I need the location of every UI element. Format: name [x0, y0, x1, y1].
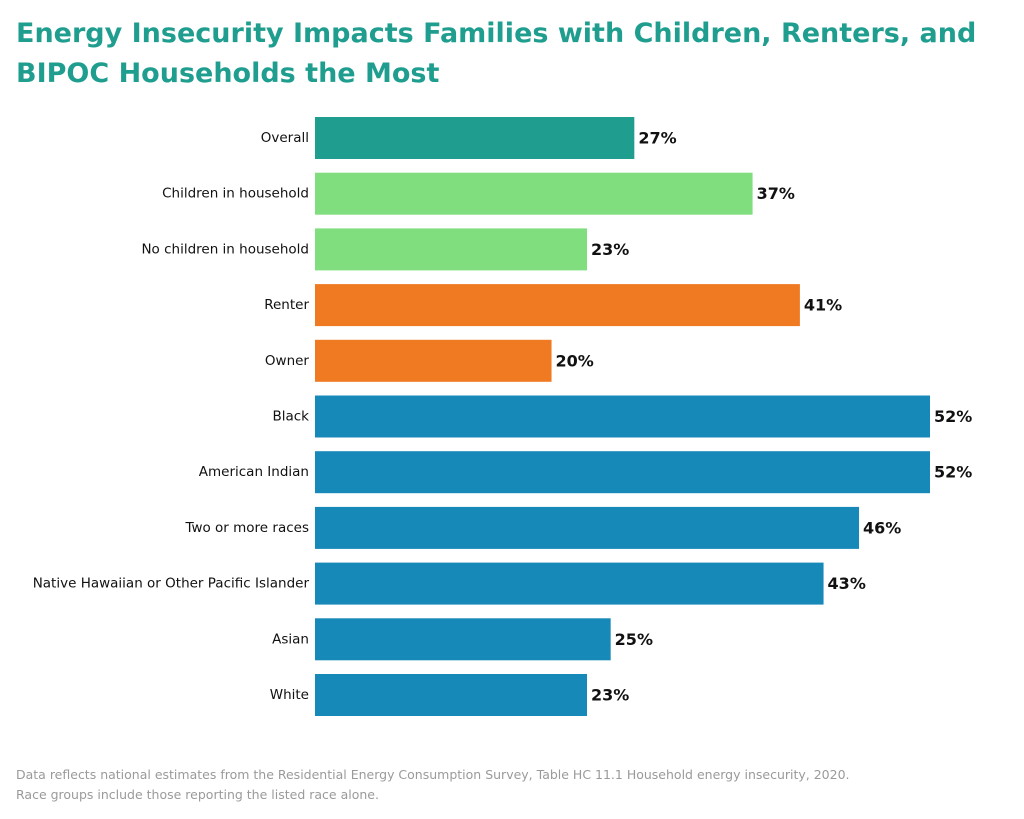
chart-title: Energy Insecurity Impacts Families with … [16, 18, 977, 89]
category-labels: Overall Children in household No children … [33, 130, 310, 703]
value-label-black: 52% [934, 407, 972, 426]
category-label-american-indian: American Indian [199, 464, 309, 480]
category-label-white: White [270, 687, 309, 703]
bar-white [315, 674, 588, 716]
bar-overall [315, 117, 635, 159]
category-label-owner: Owner [265, 353, 310, 369]
bar-children-in-household [315, 172, 753, 215]
bar-american-indian [315, 451, 930, 494]
bar-owner [315, 339, 552, 382]
bar-no-children-in-household [315, 228, 588, 271]
category-label-children-in-household: Children in household [162, 186, 309, 202]
value-label-white: 23% [591, 686, 629, 705]
category-label-asian: Asian [272, 631, 309, 647]
category-label-overall: Overall [261, 130, 309, 146]
category-label-renter: Renter [264, 297, 309, 313]
bar-two-or-more-races [315, 506, 860, 549]
bar-asian [315, 618, 611, 661]
category-label-two-or-more-races: Two or more races [184, 520, 309, 536]
value-label-owner: 20% [556, 351, 594, 370]
value-label-native-hawaiian-or-other-pacific-islander: 43% [828, 574, 866, 593]
category-label-no-children-in-household: No children in household [141, 241, 309, 257]
category-label-native-hawaiian-or-other-pacific-islander: Native Hawaiian or Other Pacific Islande… [33, 576, 310, 592]
bar-native-hawaiian-or-other-pacific-islander [315, 562, 824, 605]
value-label-asian: 25% [615, 630, 653, 649]
bar-black [315, 395, 930, 438]
value-label-two-or-more-races: 46% [863, 518, 901, 537]
value-label-renter: 41% [804, 296, 842, 315]
value-label-children-in-household: 37% [757, 184, 795, 203]
footnote-line-2: Race groups include those reporting the … [16, 787, 379, 802]
value-label-overall: 27% [638, 129, 676, 148]
value-labels: 27% 37% 23% 41% 20% 52% 52% 46% 43% 25% 23% [556, 129, 973, 705]
footnote-line-1: Data reflects national estimates from th… [16, 767, 850, 782]
category-label-black: Black [272, 409, 309, 425]
bar-renter [315, 284, 800, 327]
value-label-no-children-in-household: 23% [591, 240, 629, 259]
bars-layer [315, 117, 930, 716]
value-label-american-indian: 52% [934, 463, 972, 482]
